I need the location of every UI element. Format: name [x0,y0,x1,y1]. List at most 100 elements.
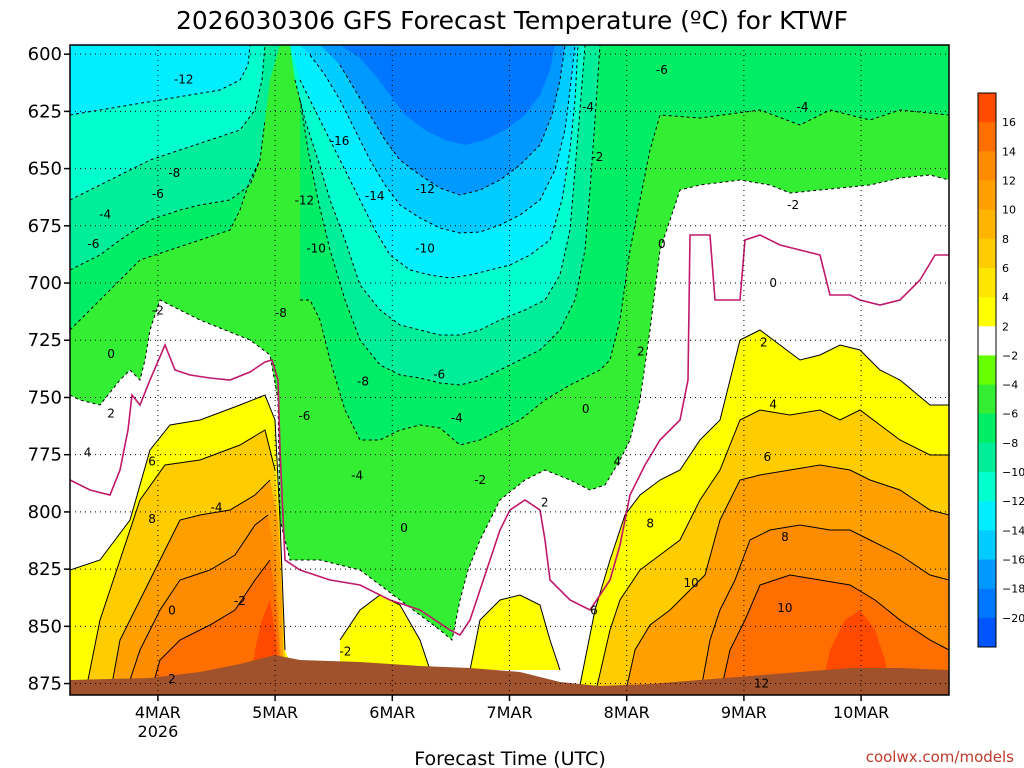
colorbar-swatch [978,355,996,386]
contour-label: -6 [298,409,310,423]
contour-label: -8 [357,374,369,388]
x-tick-year: 2026 [138,722,179,741]
y-tick-label: 625 [28,101,62,122]
y-tick-label: 675 [28,216,62,237]
contour-label: -2 [591,150,603,164]
contour-label: 8 [646,516,654,530]
contour-label: -12 [174,72,194,86]
contour-label: 10 [777,601,792,615]
contour-label: -6 [433,368,445,382]
colorbar-swatch [978,151,996,181]
contour-label: -2 [152,303,164,317]
colorbar-swatch [978,501,996,531]
contour-label: 0 [107,347,115,361]
y-tick-label: 750 [28,387,62,408]
contour-minus12 [70,45,576,234]
x-tick-label: 6MAR [369,703,415,722]
contour-4 [84,409,949,695]
colorbar-swatch [978,93,996,123]
colorbar: 16 14 12 10 8 6 4 2 −2 −4 −6 −8 −10 −12 −14 −16 −18 −20 [977,92,1024,648]
colorbar-swatch [978,413,996,444]
gridlines [70,45,949,695]
region-10-to-12 [150,560,949,695]
contour-6 [109,464,949,695]
colorbar-swatch [978,180,996,211]
colorbar-frame [977,92,997,648]
colorbar-swatch [978,209,996,240]
colorbar-tick-label: 8 [1002,233,1009,246]
contour-label: 10 [684,576,699,590]
contour-label: 0 [582,402,590,416]
y-tick-label: 600 [28,44,62,65]
colorbar-swatch [978,559,996,590]
contour-label: 2 [168,672,176,686]
plot-area: -12 -8 -6 -4 -6 -2 0 -2 2 0 4 6 8 0 2 -4 -2 -16 -14 -12 -12 -… [70,45,949,695]
colorbar-swatch [978,617,996,648]
contour-2-pocket-b [469,594,561,671]
colorbar-tick-label: −16 [1002,554,1024,567]
contour-label: 4 [614,455,622,469]
contour-minus14 [339,45,566,196]
contour-label: -6 [87,237,99,251]
colorbar-swatch [978,267,996,298]
contour-label: -2 [234,594,246,608]
contour-label: -16 [330,134,350,148]
contour-minus8 [70,45,586,336]
colorbar-tick-label: 2 [1002,320,1009,333]
contour-label: 2 [541,496,549,510]
contour-label: -4 [99,207,111,221]
colorbar-swatch [978,442,996,473]
contour-label: -4 [211,500,223,514]
x-tick-label: 9MAR [721,703,767,722]
y-tick-label: 775 [28,445,62,466]
contour-label: -12 [295,194,315,208]
contour-label: -2 [339,645,351,659]
colorbar-tick-label: 10 [1002,204,1016,217]
colorbar-tick-label: 14 [1002,145,1016,158]
contour-label: 4 [769,397,777,411]
colorbar-tick-label: 16 [1002,116,1016,129]
contour-label: -10 [415,242,435,256]
x-tick-label: 7MAR [486,703,532,722]
colorbar-tick-label: 4 [1002,291,1009,304]
y-tick-label: 825 [28,559,62,580]
colorbar-tick-label: −8 [1002,437,1018,450]
y-tick-label: 725 [28,330,62,351]
colorbar-swatch [978,122,996,152]
x-tick-label: 10MAR [833,703,889,722]
contour-label: 2 [637,345,645,359]
contour-label: -8 [168,166,180,180]
contour-label: -4 [351,468,363,482]
contour-label: -14 [365,189,385,203]
colorbar-tick-label: −20 [1002,612,1024,625]
contour-label: 0 [400,521,408,535]
contour-label: 0 [658,237,666,251]
contour-label: 0 [769,276,777,290]
colorbar-tick-label: −10 [1002,466,1024,479]
colorbar-tick-label: −2 [1002,349,1018,362]
y-tick-label: 800 [28,502,62,523]
colorbar-swatch [978,326,996,356]
colorbar-tick-label: 12 [1002,174,1016,187]
contour-label: 6 [764,450,772,464]
contour-minus6 [70,45,601,386]
contour-label: 6 [148,455,156,469]
contour-2 [70,329,949,686]
colorbar-tick-label: −6 [1002,408,1018,421]
region-minus18-to-minus16 [340,45,555,145]
colorbar-tick-label: −14 [1002,524,1024,537]
contour-label: 8 [148,512,156,526]
colorbar-swatch [978,588,996,619]
contour-label: -4 [451,411,463,425]
contour-label: -12 [415,182,435,196]
contour-label: -10 [306,242,326,256]
contour-label: -6 [152,187,164,201]
contour-label: 2 [107,406,115,420]
contour-label: 4 [84,445,92,459]
contour-labels: -12 -8 -6 -4 -6 -2 0 -2 2 0 4 6 8 0 2 -4 -2 -16 -14 -12 -12 -… [70,63,808,690]
y-tick-label: 700 [28,273,62,294]
contour-label: -2 [474,473,486,487]
colorbar-tick-label: 6 [1002,262,1009,275]
